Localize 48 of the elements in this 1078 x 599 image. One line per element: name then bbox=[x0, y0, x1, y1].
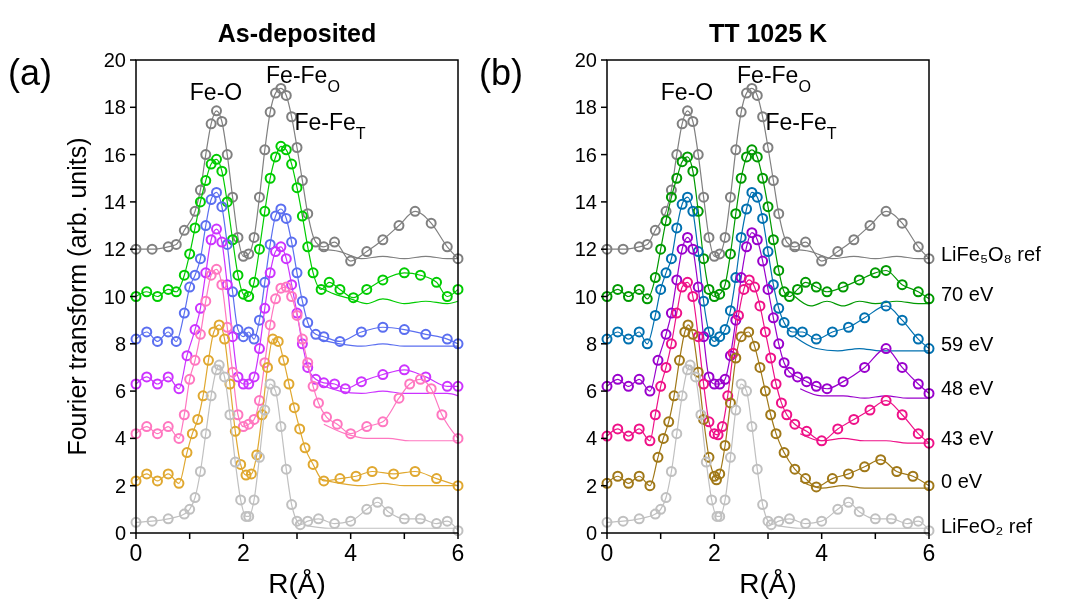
series-label: 48 eV bbox=[941, 377, 994, 400]
text: (b) bbox=[479, 52, 523, 93]
y-tick-label: 14 bbox=[103, 190, 126, 213]
y-tick-label: 18 bbox=[574, 96, 597, 119]
y-tick-label: 16 bbox=[574, 143, 597, 166]
y-tick-label: 0 bbox=[585, 522, 597, 544]
x-tick-label: 2 bbox=[707, 540, 721, 566]
x-axis-title: R(Å) bbox=[739, 568, 797, 599]
annotation: Fe-Fe$_{T}$ bbox=[294, 109, 366, 142]
series-label: LiFe₅O₈ ref bbox=[941, 242, 1042, 265]
series-label: 43 eV bbox=[941, 427, 994, 450]
y-axis-title: Fourier transform (arb. units) bbox=[63, 137, 91, 456]
annotation: Fe-Fe$_{O}$ bbox=[266, 62, 340, 95]
y-tick-label: 8 bbox=[114, 332, 126, 355]
y-tick-label: 2 bbox=[585, 474, 597, 497]
y-tick-label: 4 bbox=[585, 427, 597, 450]
series-label: LiFeO₂ ref bbox=[941, 514, 1033, 537]
text: (a) bbox=[8, 52, 52, 93]
y-tick-label: 0 bbox=[114, 522, 126, 544]
chart-title: As-deposited bbox=[217, 19, 377, 47]
annotation: Fe-Fe$_{T}$ bbox=[765, 109, 837, 142]
y-tick-label: 8 bbox=[585, 332, 597, 355]
series-label: 59 eV bbox=[941, 332, 994, 355]
y-tick-label: 2 bbox=[114, 474, 126, 497]
y-tick-label: 14 bbox=[574, 190, 597, 213]
y-tick-label: 18 bbox=[103, 96, 126, 119]
x-tick-label: 6 bbox=[451, 540, 465, 566]
annotation: Fe-O bbox=[189, 79, 243, 105]
y-tick-label: 6 bbox=[585, 380, 597, 403]
x-tick-label: 4 bbox=[344, 540, 358, 566]
x-tick-label: 4 bbox=[815, 540, 829, 566]
y-tick-label: 20 bbox=[574, 49, 597, 71]
y-tick-label: 6 bbox=[114, 380, 126, 403]
y-tick-label: 10 bbox=[574, 285, 597, 308]
y-tick-label: 4 bbox=[114, 427, 126, 450]
series-label: 0 eV bbox=[941, 469, 983, 492]
x-tick-label: 2 bbox=[236, 540, 250, 566]
x-axis-title: R(Å) bbox=[268, 568, 326, 599]
chart-title: TT 1025 K bbox=[708, 19, 828, 47]
series-label: 70 eV bbox=[941, 282, 994, 305]
y-tick-label: 16 bbox=[103, 143, 126, 166]
annotation: Fe-O bbox=[660, 79, 714, 105]
y-tick-label: 12 bbox=[574, 238, 597, 261]
y-tick-label: 12 bbox=[103, 238, 126, 261]
y-tick-label: 20 bbox=[103, 49, 126, 71]
y-tick-label: 10 bbox=[103, 285, 126, 308]
annotation: Fe-Fe$_{O}$ bbox=[737, 62, 811, 95]
x-tick-label: 6 bbox=[922, 540, 936, 566]
